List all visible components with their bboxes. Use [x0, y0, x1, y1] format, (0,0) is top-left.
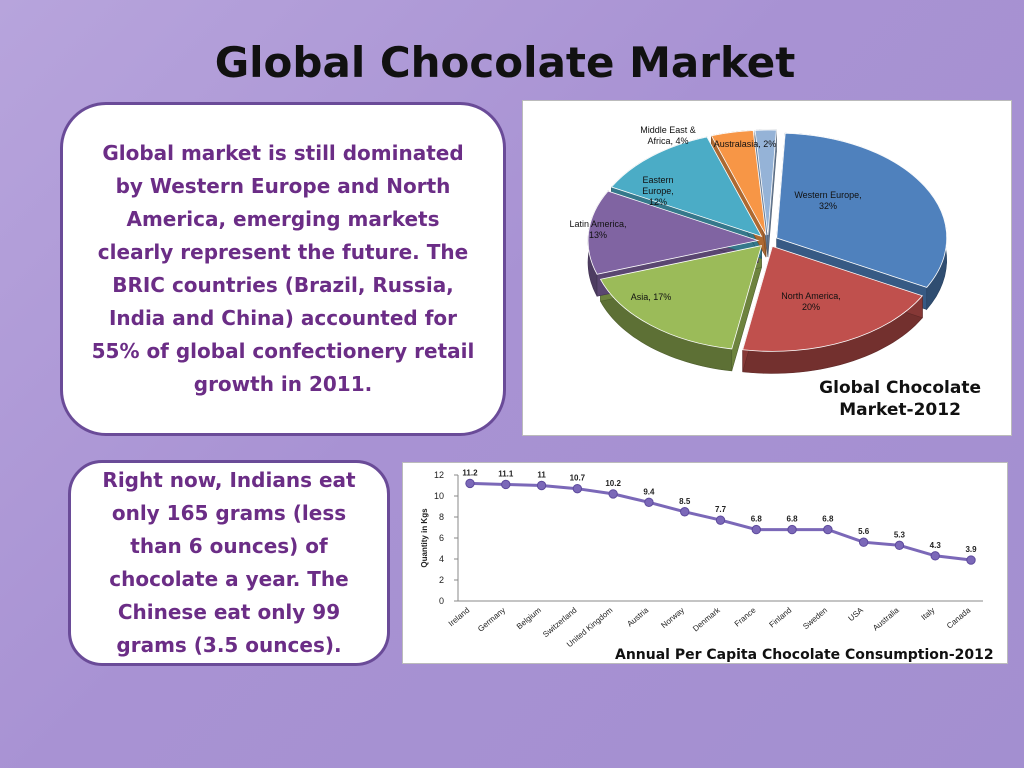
pie-slice-eastern-europe — [610, 136, 763, 238]
x-tick-label: Denmark — [691, 605, 722, 633]
data-label: 8.5 — [679, 497, 691, 506]
data-label: 11.1 — [498, 469, 514, 478]
pie-chart: Western Europe, 32% North America, 20% Asia,… — [569, 125, 948, 374]
data-label: 4.3 — [930, 541, 942, 550]
x-tick-label: Germany — [476, 606, 507, 634]
pie-chart-panel: Western Europe, 32% North America, 20% Asia,… — [522, 100, 1012, 436]
data-point-switzerland — [572, 483, 583, 494]
data-point-australia — [894, 540, 905, 551]
pie-slice-latin-america — [587, 190, 760, 275]
pie-title-line1: Global Chocolate — [819, 378, 981, 398]
x-tick-label: Italy — [919, 606, 936, 622]
pie-slice-middle-east-africa — [710, 130, 767, 236]
x-tick-label: Switzerland — [541, 606, 578, 639]
pie-slice-asia — [599, 245, 763, 350]
pie-chart-title: Global Chocolate Market-2012 — [819, 377, 981, 421]
pie-label-2: Asia, 17% — [631, 292, 672, 302]
pie-label-4: Eastern Europe, 12% — [642, 175, 674, 207]
x-tick-label: Australia — [871, 605, 901, 632]
data-label: 5.6 — [858, 527, 870, 536]
pie-label-1: North America, 20% — [781, 291, 841, 312]
y-axis-label: Quantity in Kgs — [420, 508, 429, 568]
line-chart-panel: 0 2 4 6 8 10 12 Quantity in Kgs 11.2 11.1 11 10.7 10… — [402, 462, 1008, 664]
data-label: 6.8 — [822, 515, 834, 524]
data-point-finland — [787, 524, 797, 535]
data-label: 6.8 — [751, 515, 763, 524]
data-label: 6.8 — [787, 515, 799, 524]
data-point-norway — [680, 507, 690, 517]
data-point-denmark — [715, 515, 726, 525]
data-point-ireland — [465, 478, 475, 489]
x-tick-label: Finland — [767, 606, 793, 630]
data-label: 11.2 — [462, 468, 478, 477]
data-label: 11 — [537, 471, 546, 480]
data-label: 9.4 — [643, 487, 655, 496]
data-point-germany — [501, 479, 511, 490]
data-label: 5.3 — [894, 530, 906, 539]
pie-slice-australasia — [754, 129, 777, 236]
y-tick-label: 4 — [439, 554, 444, 564]
x-tick-label: France — [733, 605, 758, 628]
y-tick-label: 8 — [439, 512, 444, 522]
data-point-sweden — [823, 524, 833, 535]
x-tick-label: Canada — [945, 605, 973, 630]
intro-text: Global market is still dominated by West… — [91, 141, 475, 396]
consumption-text-box: Right now, Indians eat only 165 grams (l… — [68, 460, 390, 666]
pie-label-6: Australasia, 2% — [714, 139, 777, 149]
x-tick-label: Austria — [625, 605, 650, 628]
y-tick-label: 0 — [439, 596, 444, 606]
pie-slice-north-america — [742, 245, 924, 352]
y-tick-label: 10 — [434, 491, 444, 501]
pie-label-0: Western Europe, 32% — [794, 190, 861, 211]
y-tick-label: 12 — [434, 470, 444, 480]
data-label: 7.7 — [715, 505, 727, 514]
data-point-belgium — [536, 480, 547, 491]
intro-text-box: Global market is still dominated by West… — [60, 102, 506, 436]
slide-title: Global Chocolate Market — [214, 38, 796, 87]
data-label: 10.2 — [605, 479, 621, 488]
x-tick-label: Sweden — [801, 606, 829, 631]
x-tick-label: Ireland — [447, 606, 472, 629]
consumption-text: Right now, Indians eat only 165 grams (l… — [102, 468, 356, 657]
pie-label-3: Latin America, 13% — [569, 219, 626, 240]
data-point-italy — [930, 551, 940, 561]
data-label: 3.9 — [965, 545, 977, 554]
pie-slice-western-europe — [776, 132, 948, 288]
y-tick-label: 6 — [439, 533, 444, 543]
data-point-canada — [966, 555, 976, 565]
pie-title-line2: Market-2012 — [839, 400, 961, 420]
data-point-united-kingdom — [608, 489, 618, 499]
pie-label-5: Middle East & Africa, 4% — [640, 125, 696, 146]
data-label: 10.7 — [570, 474, 586, 483]
x-tick-label: USA — [847, 605, 866, 623]
data-point-austria — [644, 497, 654, 507]
x-tick-label: Norway — [659, 606, 686, 630]
line-chart-title: Annual Per Capita Chocolate Consumption-… — [615, 647, 994, 663]
data-point-france — [751, 524, 761, 535]
y-tick-label: 2 — [439, 575, 444, 585]
data-point-usa — [858, 537, 869, 547]
x-tick-label: Belgium — [515, 605, 543, 631]
line-chart: 0 2 4 6 8 10 12 Quantity in Kgs 11.2 11.1 11 10.7 10… — [420, 468, 983, 649]
